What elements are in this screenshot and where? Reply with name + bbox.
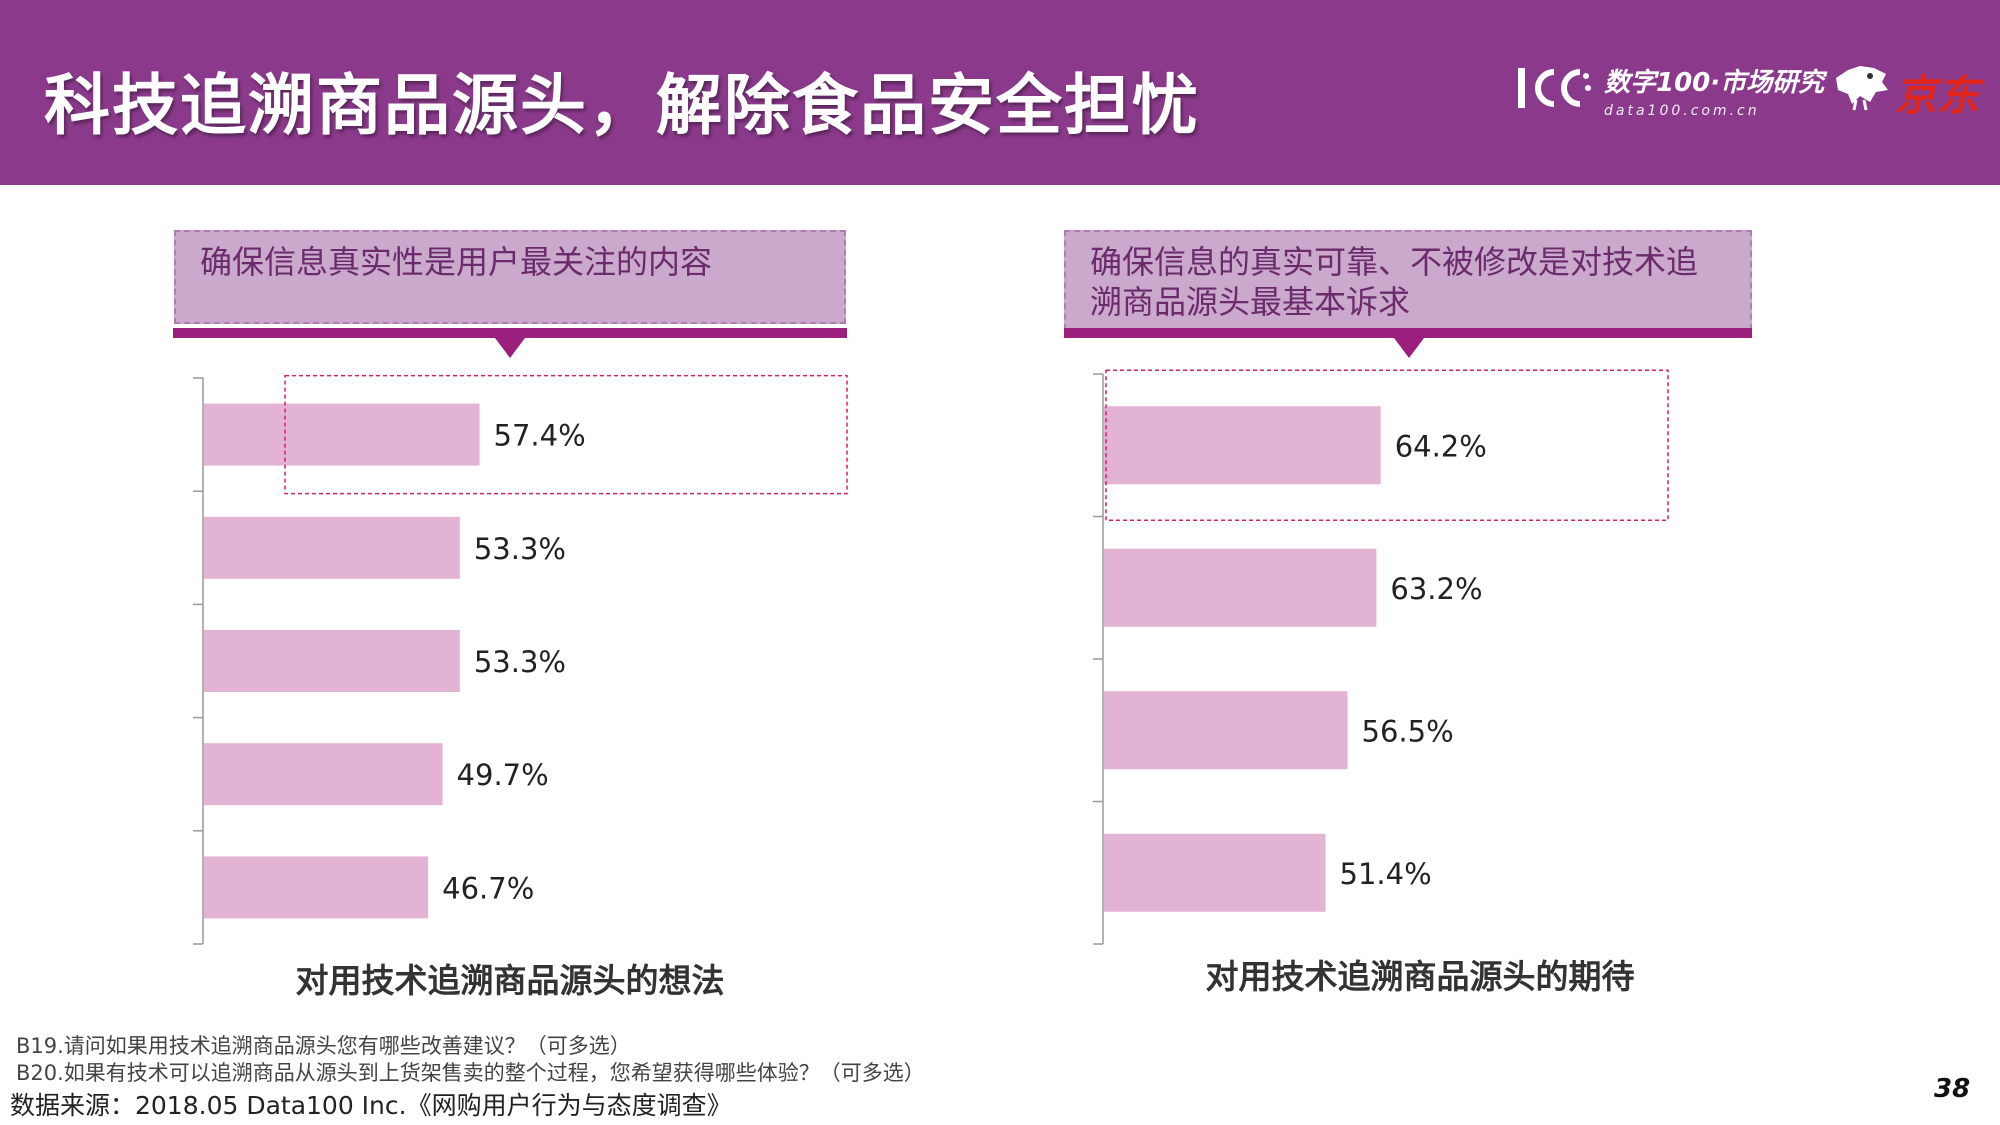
right-callout: 确保信息的真实可靠、不被修改是对技术追溯商品源头最基本诉求 <box>1064 230 1752 330</box>
data-source: 数据来源：2018.05 Data100 Inc.《网购用户行为与态度调查》 <box>10 1091 732 1120</box>
left-callout-bar <box>173 328 847 338</box>
bar-value-label: 56.5% <box>1362 714 1454 748</box>
left-chart-title: 对用技术追溯商品源头的想法 <box>295 961 725 1000</box>
chart-bar <box>1104 406 1381 485</box>
bar-value-label: 63.2% <box>1390 572 1482 606</box>
right-chart-title: 对用技术追溯商品源头的期待 <box>1205 957 1635 996</box>
left-callout-text: 确保信息真实性是用户最关注的内容 <box>200 243 713 281</box>
page-number: 38 <box>1934 1074 1971 1104</box>
chart-bar <box>204 856 429 919</box>
jd-dog-icon <box>1836 66 1888 111</box>
right-callout-arrow-icon <box>1394 338 1424 358</box>
chart-bar <box>204 516 460 579</box>
bar-value-label: 53.3% <box>474 645 566 679</box>
chart-bar <box>1104 691 1348 770</box>
data100-brand-name: 数字100·市场研究 <box>1604 68 1825 98</box>
header-banner: 科技追溯商品源头，解除食品安全担忧 数字100·市场研究 data100.com… <box>0 0 2000 185</box>
right-bar-chart: 64.2% 63.2% 56.5% 51.4% <box>1093 369 1669 945</box>
footnote-b19: B19.请问如果用技术追溯商品源头您有哪些改善建议？（可多选） <box>16 1034 631 1058</box>
highlight-box <box>284 374 848 495</box>
bar-value-label: 64.2% <box>1395 429 1487 463</box>
left-bar-chart: 57.4% 53.3% 53.3% 49.7% 46.7% <box>193 374 848 945</box>
chart-bar <box>1104 548 1377 627</box>
bar-value-label: 49.7% <box>457 758 549 792</box>
bar-value-label: 57.4% <box>494 419 586 453</box>
left-callout-arrow-icon <box>495 338 525 358</box>
chart-bar <box>204 630 460 692</box>
right-callout-bar <box>1064 328 1752 338</box>
highlight-box <box>1105 369 1669 521</box>
right-callout-text: 确保信息的真实可靠、不被修改是对技术追溯商品源头最基本诉求 <box>1090 243 1699 321</box>
data100-brand-url: data100.com.cn <box>1604 103 1760 119</box>
data100-brand: 数字100·市场研究 data100.com.cn <box>1604 62 1824 119</box>
left-callout: 确保信息真实性是用户最关注的内容 <box>174 230 846 324</box>
chart-bar <box>1104 833 1326 912</box>
data100-logo-icon <box>1518 68 1591 108</box>
page-title: 科技追溯商品源头，解除食品安全担忧 <box>44 67 1200 144</box>
chart-bar <box>204 403 480 466</box>
bar-value-label: 53.3% <box>474 532 566 566</box>
bar-value-label: 51.4% <box>1340 857 1432 891</box>
bar-value-label: 46.7% <box>442 871 534 905</box>
jd-logo-text: 京东 <box>1895 71 1980 120</box>
chart-bar <box>204 743 443 806</box>
footnote-b20: B20.如果有技术可以追溯商品从源头到上货架售卖的整个过程，您希望获得哪些体验？… <box>16 1061 925 1085</box>
